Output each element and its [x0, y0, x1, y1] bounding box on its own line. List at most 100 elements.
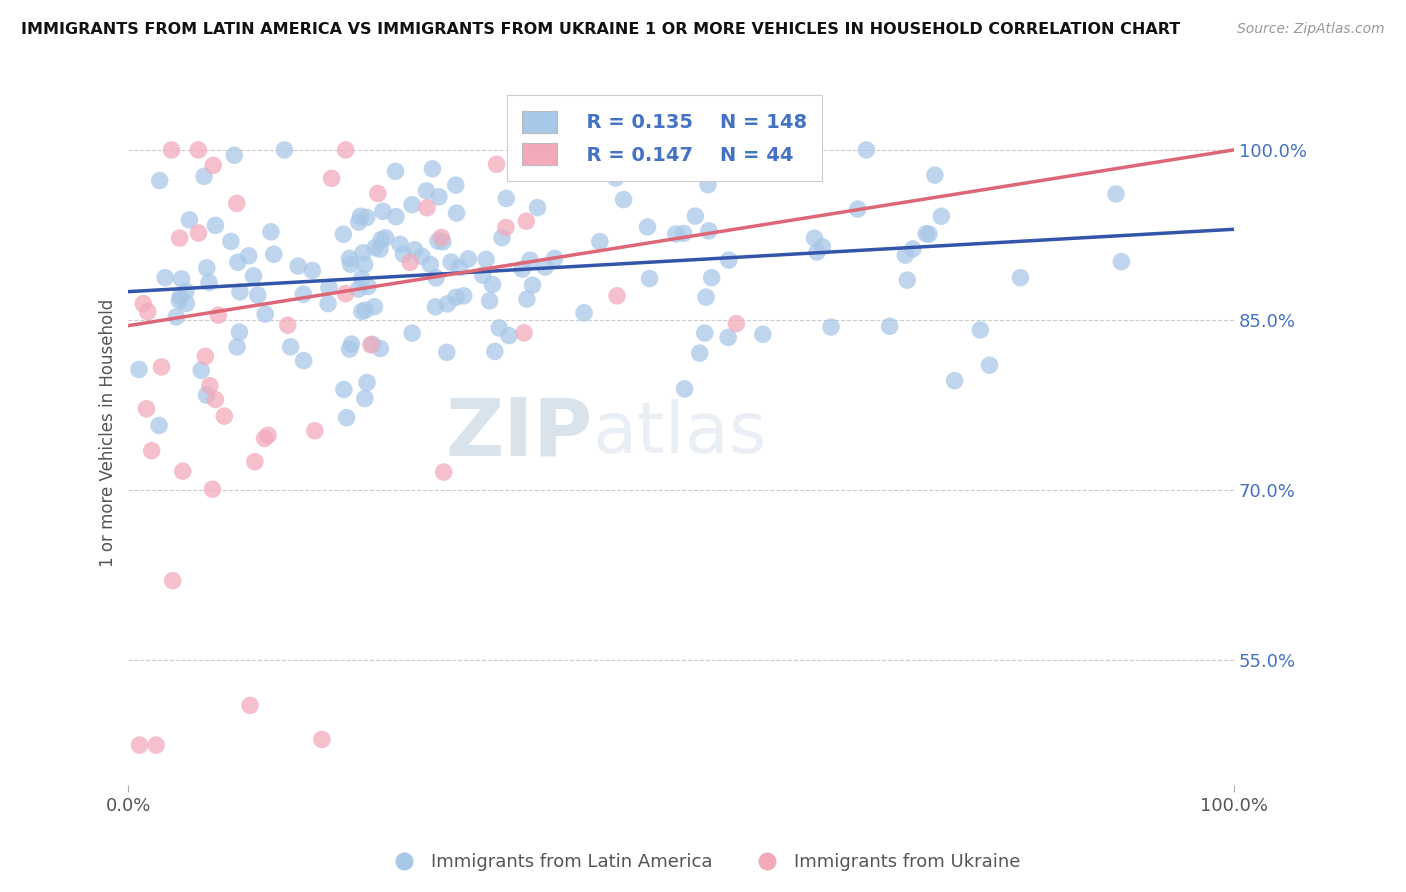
Point — [471, 268, 494, 282]
Point — [399, 255, 422, 269]
Point — [179, 212, 201, 227]
Point — [606, 289, 628, 303]
Point — [498, 328, 520, 343]
Text: IMMIGRANTS FROM LATIN AMERICA VS IMMIGRANTS FROM UKRAINE 1 OR MORE VEHICLES IN H: IMMIGRANTS FROM LATIN AMERICA VS IMMIGRA… — [21, 22, 1181, 37]
Point — [219, 235, 242, 249]
Point — [246, 288, 269, 302]
Point — [225, 196, 247, 211]
Point — [263, 247, 285, 261]
Legend:   R = 0.135    N = 148,   R = 0.147    N = 44: R = 0.135 N = 148, R = 0.147 N = 44 — [506, 95, 823, 181]
Point — [207, 308, 229, 322]
Text: Source: ZipAtlas.com: Source: ZipAtlas.com — [1237, 22, 1385, 37]
Point — [1010, 270, 1032, 285]
Point — [896, 273, 918, 287]
Point — [433, 465, 456, 479]
Point — [606, 165, 628, 179]
Point — [332, 227, 354, 242]
Point — [425, 300, 447, 314]
Point — [280, 340, 302, 354]
Point — [404, 243, 426, 257]
Point — [187, 226, 209, 240]
Point — [162, 574, 184, 588]
Point — [335, 143, 357, 157]
Point — [165, 310, 187, 324]
Point — [484, 344, 506, 359]
Text: atlas: atlas — [593, 399, 768, 467]
Point — [301, 263, 323, 277]
Point — [432, 235, 454, 249]
Point — [176, 296, 198, 310]
Point — [316, 296, 339, 310]
Point — [333, 383, 356, 397]
Point — [457, 252, 479, 266]
Y-axis label: 1 or more Vehicles in Household: 1 or more Vehicles in Household — [100, 299, 117, 567]
Point — [204, 219, 226, 233]
Point — [695, 143, 717, 157]
Point — [194, 349, 217, 363]
Point — [160, 143, 183, 157]
Point — [198, 378, 221, 392]
Point — [543, 252, 565, 266]
Point — [515, 214, 537, 228]
Point — [371, 204, 394, 219]
Point — [356, 211, 378, 225]
Point — [172, 464, 194, 478]
Point — [979, 358, 1001, 372]
Point — [811, 240, 834, 254]
Point — [689, 346, 711, 360]
Point — [700, 270, 723, 285]
Point — [495, 191, 517, 205]
Point — [415, 184, 437, 198]
Point — [174, 285, 197, 299]
Point — [894, 248, 917, 262]
Point — [128, 738, 150, 752]
Point — [444, 178, 467, 192]
Point — [153, 270, 176, 285]
Point — [924, 168, 946, 182]
Point — [589, 235, 612, 249]
Point — [136, 304, 159, 318]
Point — [693, 326, 716, 340]
Point — [519, 253, 541, 268]
Point — [339, 257, 361, 271]
Point — [238, 249, 260, 263]
Point — [638, 271, 661, 285]
Point — [201, 482, 224, 496]
Point — [135, 401, 157, 416]
Point — [453, 289, 475, 303]
Point — [277, 318, 299, 333]
Point — [613, 193, 636, 207]
Point — [242, 268, 264, 283]
Point — [510, 262, 533, 277]
Point — [202, 158, 225, 172]
Point — [855, 143, 877, 157]
Point — [605, 143, 627, 157]
Point — [416, 201, 439, 215]
Point — [336, 410, 359, 425]
Point — [385, 210, 408, 224]
Point — [697, 224, 720, 238]
Point — [384, 164, 406, 178]
Point — [195, 388, 218, 402]
Point — [478, 293, 501, 308]
Point — [318, 280, 340, 294]
Point — [364, 240, 387, 254]
Point — [685, 209, 707, 223]
Point — [485, 157, 508, 171]
Point — [481, 277, 503, 292]
Point — [444, 290, 467, 304]
Point — [389, 237, 412, 252]
Point — [347, 215, 370, 229]
Point — [187, 143, 209, 157]
Point — [257, 428, 280, 442]
Point — [820, 320, 842, 334]
Point — [605, 171, 627, 186]
Point — [193, 169, 215, 184]
Point — [169, 293, 191, 308]
Point — [516, 292, 538, 306]
Point — [374, 231, 396, 245]
Point — [725, 317, 748, 331]
Point — [368, 242, 391, 256]
Point — [226, 340, 249, 354]
Point — [243, 455, 266, 469]
